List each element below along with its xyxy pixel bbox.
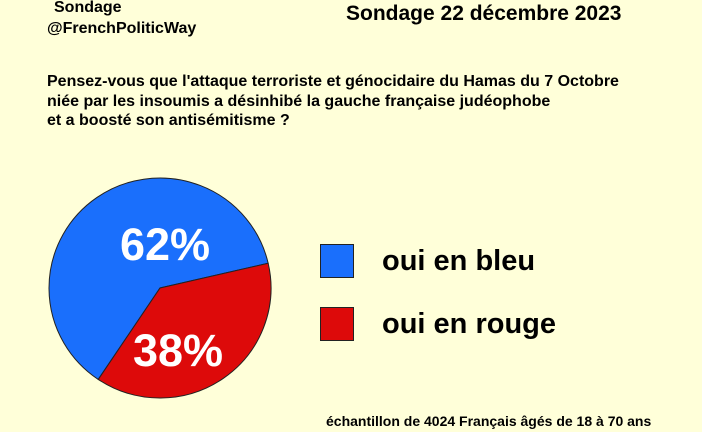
question-line-3: et a boosté son antisémitisme ?	[47, 112, 290, 129]
pie-label-blue: 62%	[120, 219, 210, 270]
legend-label-red: oui en rouge	[382, 308, 556, 340]
legend-label-blue: oui en bleu	[382, 245, 536, 277]
pie-label-red: 38%	[133, 325, 223, 376]
sample-footnote: échantillon de 4024 Français âgés de 18 …	[326, 413, 652, 429]
question-line-2: niée par les insoumis a désinhibé la gau…	[47, 92, 551, 110]
pie-slice-blue	[48, 177, 269, 381]
legend-swatch-red	[320, 307, 354, 341]
question-line-1: Pensez-vous que l'attaque terroriste et …	[47, 73, 619, 90]
source-handle: @FrenchPoliticWay	[47, 20, 197, 37]
pie-slice-red	[97, 262, 272, 399]
poll-date-title: Sondage 22 décembre 2023	[346, 2, 622, 25]
source-label: Sondage	[54, 0, 122, 16]
legend-swatch-blue	[320, 244, 354, 278]
poll-question: Pensez-vous que l'attaque terroriste et …	[47, 72, 619, 131]
